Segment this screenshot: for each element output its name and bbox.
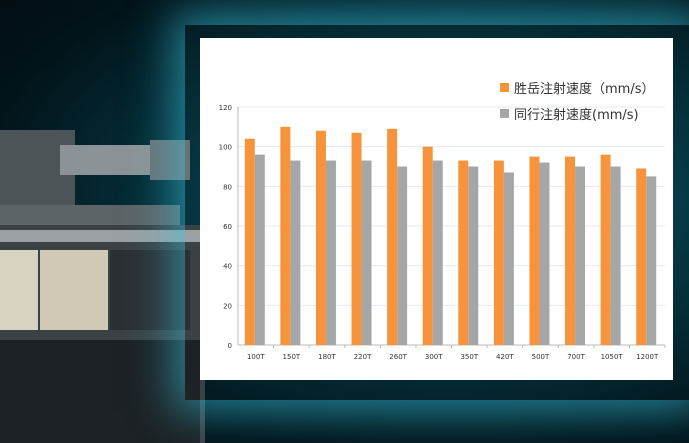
x-tick-label: 180T [318, 353, 336, 361]
bar-shengyue [529, 156, 540, 345]
legend-swatch [500, 82, 509, 92]
bar-peer [610, 166, 621, 345]
bar-peer [539, 162, 550, 345]
x-tick-label: 420T [496, 353, 514, 361]
legend-item: 胜岳注射速度（mm/s） [500, 74, 654, 100]
y-tick-label: 20 [223, 302, 232, 310]
x-tick-label: 500T [532, 353, 550, 361]
legend-item: 同行注射速度(mm/s) [500, 100, 654, 126]
x-tick-label: 350T [460, 353, 478, 361]
bar-shengyue [493, 160, 504, 345]
bar-chart: 0 20 40 60 80 100 120 100T 150T 180T 220T 260T 300T 3… [219, 104, 666, 361]
bar-peer [468, 166, 479, 345]
bar-shengyue [244, 138, 255, 345]
chart-panel: 胜岳注射速度（mm/s） 同行注射速度(mm/s) 0 20 40 60 80 100 12… [200, 38, 673, 380]
bar-peer [290, 160, 301, 345]
bar-shengyue [458, 160, 469, 345]
y-tick-label: 100 [219, 144, 232, 152]
x-tick-label: 1200T [636, 353, 659, 361]
legend-swatch [500, 108, 509, 118]
x-tick-label: 1050T [601, 353, 624, 361]
bar-peer [646, 176, 657, 345]
bar-shengyue [636, 168, 647, 345]
legend-label: 胜岳注射速度（mm/s） [514, 81, 655, 97]
injection-machine-image [0, 130, 205, 443]
bar-peer [254, 154, 265, 345]
x-tick-label: 100T [247, 353, 265, 361]
bar-shengyue [280, 126, 291, 345]
bar-peer [432, 160, 443, 345]
bar-peer [361, 160, 372, 345]
y-tick-label: 60 [223, 223, 232, 231]
legend-label: 同行注射速度(mm/s) [514, 107, 639, 123]
bar-shengyue [422, 146, 433, 345]
x-tick-label: 300T [425, 353, 443, 361]
legend: 胜岳注射速度（mm/s） 同行注射速度(mm/s) [500, 74, 654, 126]
bar-peer [503, 172, 514, 345]
bar-peer [575, 166, 586, 345]
y-tick-label: 0 [228, 342, 232, 350]
bar-peer [397, 166, 408, 345]
x-tick-label: 150T [283, 353, 301, 361]
bar-shengyue [387, 128, 398, 345]
y-tick-label: 40 [223, 263, 232, 271]
bar-shengyue [315, 130, 326, 345]
y-tick-label: 80 [223, 183, 232, 191]
bar-shengyue [565, 156, 576, 345]
x-tick-label: 260T [389, 353, 407, 361]
x-tick-label: 220T [354, 353, 372, 361]
bar-shengyue [600, 154, 611, 345]
bar-peer [325, 160, 336, 345]
x-tick-label: 700T [567, 353, 585, 361]
bar-shengyue [351, 132, 362, 345]
y-tick-label: 120 [219, 104, 232, 112]
